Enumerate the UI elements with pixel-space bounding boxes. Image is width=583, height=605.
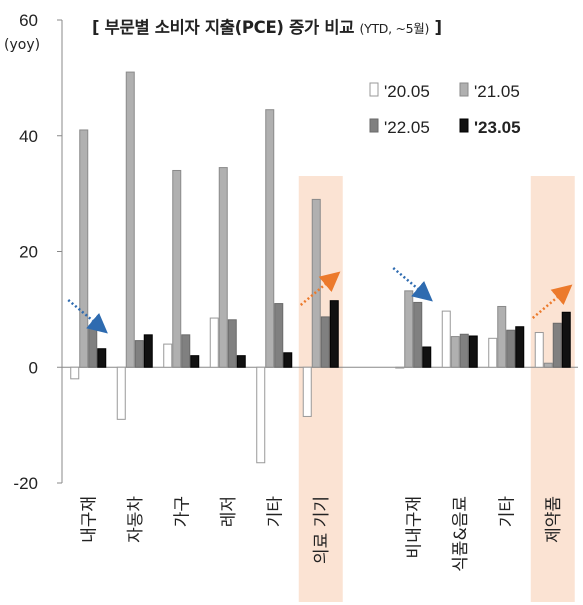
bar-1-0 — [79, 129, 89, 368]
y-tick-label: 20 — [19, 243, 38, 262]
y-axis-unit: (yoy) — [4, 37, 41, 53]
bar-3-2 — [190, 355, 200, 368]
legend-swatch — [459, 118, 469, 133]
y-tick-label: 0 — [29, 358, 38, 377]
bar-1-7 — [450, 336, 460, 368]
bar-0-2 — [163, 343, 173, 368]
bar-1-4 — [265, 109, 275, 368]
bar-3-1 — [143, 334, 153, 368]
bar-2-1 — [134, 340, 144, 368]
bar-1-3 — [218, 167, 228, 368]
bar-3-5 — [329, 300, 339, 368]
bar-0-4 — [256, 366, 266, 464]
bar-1-1 — [125, 71, 135, 368]
y-tick-label: -20 — [13, 474, 38, 493]
bar-0-6 — [395, 366, 405, 369]
chart-title: [ 부문별 소비자 지출(PCE) 증가 비교 (YTD, ~5월) ] — [92, 14, 442, 38]
bar-2-9 — [552, 322, 562, 368]
category-label: 식품&음료 — [451, 496, 471, 572]
category-label: 제약품 — [544, 496, 564, 543]
legend-swatch — [459, 82, 469, 97]
y-tick-label: 60 — [19, 11, 38, 30]
bar-0-8 — [488, 337, 498, 368]
category-label: 자동차 — [126, 496, 146, 543]
bar-2-8 — [506, 329, 516, 368]
bar-2-6 — [413, 301, 423, 368]
legend-swatch — [369, 118, 379, 133]
bar-2-4 — [274, 303, 284, 368]
bar-1-5 — [311, 198, 321, 368]
category-label: 레저 — [219, 496, 239, 527]
bar-2-3 — [227, 319, 237, 368]
legend-label: '23.05 — [474, 118, 521, 137]
bar-3-0 — [97, 348, 107, 368]
bar-3-8 — [515, 326, 525, 368]
bar-0-9 — [534, 332, 544, 368]
bar-2-7 — [459, 333, 469, 368]
highlight-band — [530, 176, 575, 602]
category-label: 의료 기기 — [312, 496, 332, 564]
bar-3-4 — [283, 352, 293, 368]
chart-title-period: (YTD, ~5월) — [359, 21, 430, 36]
bar-2-2 — [181, 334, 191, 368]
bar-1-6 — [404, 290, 414, 368]
category-label: 비내구재 — [404, 496, 424, 559]
bar-3-6 — [422, 346, 432, 368]
category-label: 가구 — [172, 496, 192, 527]
bar-1-2 — [172, 169, 182, 368]
bar-0-0 — [70, 366, 80, 380]
bar-0-1 — [116, 366, 126, 420]
bar-3-7 — [468, 335, 478, 368]
category-label: 기타 — [265, 496, 285, 528]
bar-2-0 — [88, 327, 98, 368]
bar-0-7 — [441, 310, 451, 368]
bar-0-5 — [302, 366, 312, 417]
bar-2-5 — [320, 316, 330, 368]
legend-label: '22.05 — [384, 118, 430, 137]
chart-title-text: [ 부문별 소비자 지출(PCE) 증가 비교 — [92, 18, 360, 37]
category-label: 내구재 — [79, 496, 99, 543]
legend-label: '21.05 — [474, 82, 520, 101]
chart-title-close: ] — [429, 18, 443, 37]
bar-0-3 — [209, 317, 219, 368]
bar-3-3 — [236, 355, 246, 368]
legend-label: '20.05 — [384, 82, 430, 101]
bar-1-9 — [543, 362, 553, 368]
y-tick-label: 40 — [19, 127, 38, 146]
bar-3-9 — [561, 311, 571, 368]
category-label: 기타 — [497, 496, 517, 528]
legend-swatch — [369, 82, 379, 97]
bar-1-8 — [497, 305, 507, 368]
